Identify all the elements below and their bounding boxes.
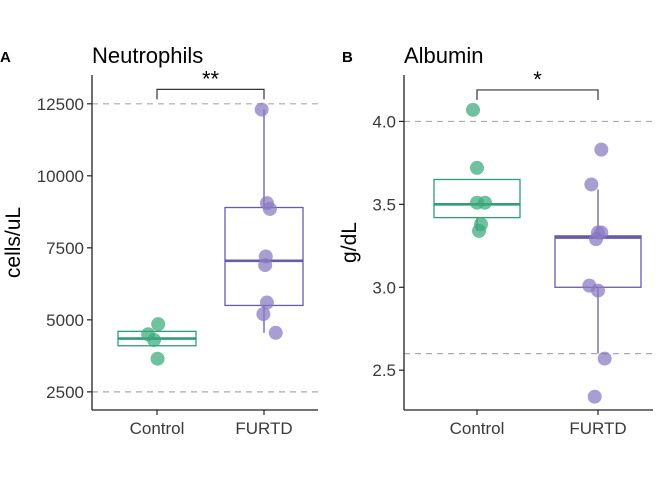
data-point (254, 102, 269, 117)
data-point (151, 317, 166, 332)
data-point (587, 389, 602, 404)
data-point (584, 177, 599, 192)
box-control (433, 178, 521, 219)
x-tick-label: Control (450, 419, 505, 438)
panel-a: A Neutrophils** 2500 5000 7500 10000 12500 Cont… (0, 43, 318, 438)
y-tick-label: 10000 (37, 167, 84, 186)
data-point (466, 102, 481, 117)
chart-title: Albumin (404, 43, 483, 68)
y-axis-label: cells/uL (2, 207, 25, 278)
y-tick-label: 2500 (46, 383, 84, 402)
y-tick-label: 4.0 (372, 112, 396, 131)
y-tick-label: 12500 (37, 95, 84, 114)
data-point (594, 142, 609, 157)
significance-bracket (156, 88, 265, 100)
data-point (147, 333, 162, 348)
y-tick-label: 7500 (46, 239, 84, 258)
panel-letter: B (342, 49, 353, 66)
data-point (470, 160, 484, 175)
panel-b: B Albumin * 2.5 3.0 3.5 4.0 Control FURTD g/dL (338, 43, 653, 438)
data-point (591, 283, 605, 298)
y-tick-label: 5000 (46, 311, 84, 330)
significance-label: ** (202, 66, 220, 91)
data-point (597, 351, 612, 366)
significance-label: * (533, 67, 542, 92)
data-point (150, 351, 165, 366)
panel-letter: A (0, 49, 11, 66)
data-point (262, 201, 277, 216)
data-point (589, 232, 604, 247)
data-point (268, 325, 283, 340)
x-tick-label: FURTD (235, 419, 292, 438)
significance-bracket (476, 89, 599, 100)
y-tick-label: 2.5 (372, 361, 396, 380)
x-tick-label: Control (130, 419, 185, 438)
y-tick-label: 3.5 (372, 195, 396, 214)
chart-title: Neutrophils (92, 43, 203, 68)
data-point (256, 307, 271, 322)
y-axis-label: g/dL (338, 222, 361, 263)
x-tick-label: FURTD (569, 419, 626, 438)
data-point (259, 295, 274, 310)
data-point (477, 195, 492, 210)
data-point (471, 223, 486, 238)
data-point (258, 258, 273, 273)
y-tick-label: 3.0 (372, 278, 396, 297)
